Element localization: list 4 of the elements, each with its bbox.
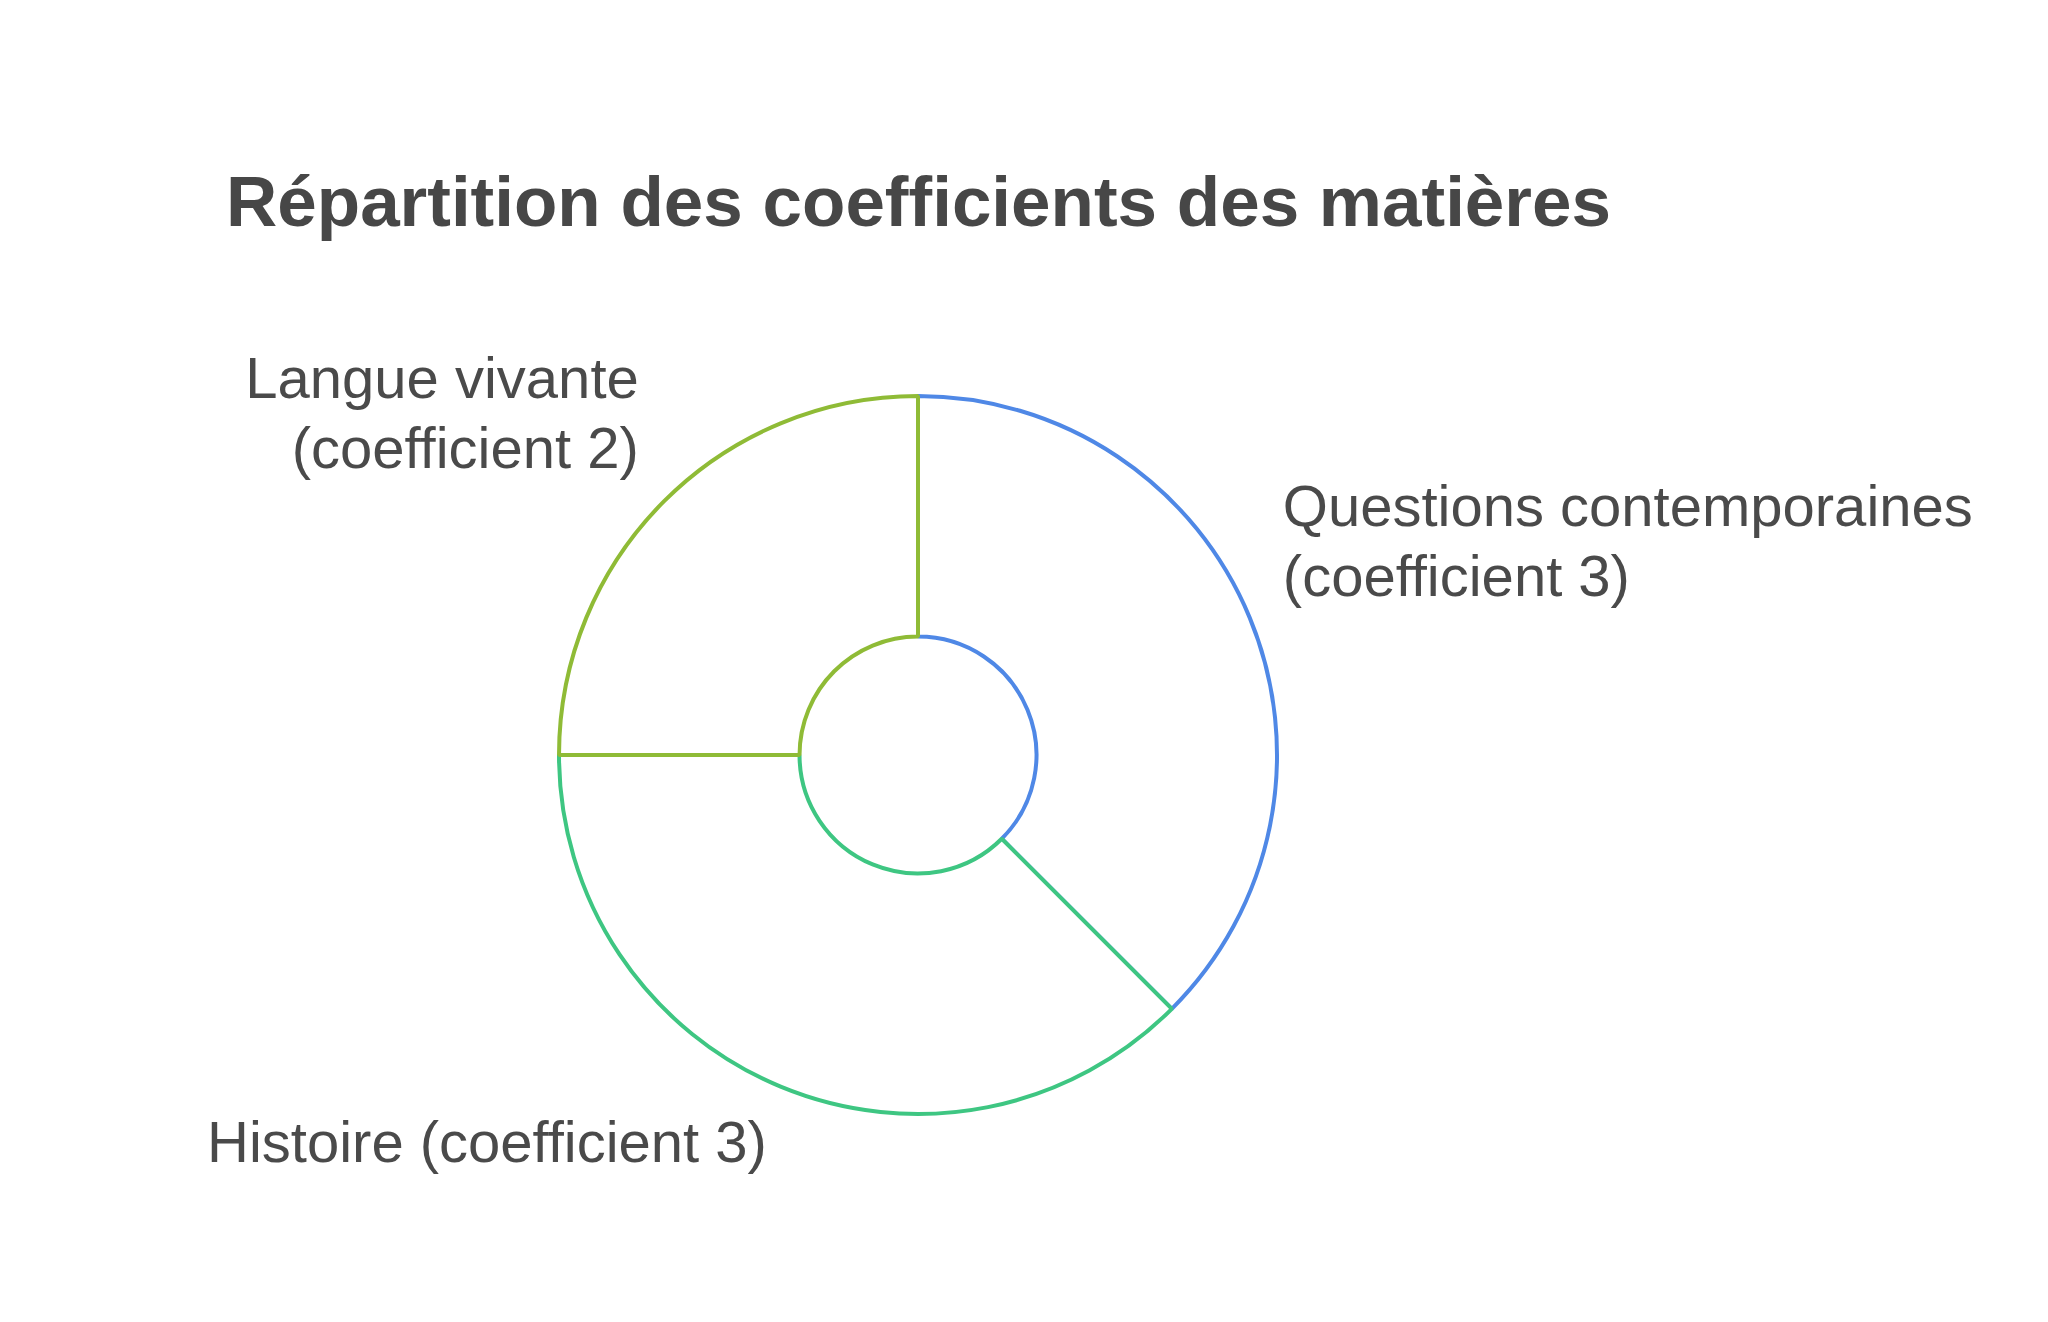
slice-label: Langue vivante (coefficient 2) [245, 344, 639, 480]
chart-title: Répartition des coefficients des matières [226, 162, 1611, 241]
slice-label: Questions contemporaines (coefficient 3) [1282, 472, 1973, 608]
slice-label: Histoire (coefficient 3) [207, 1108, 767, 1174]
